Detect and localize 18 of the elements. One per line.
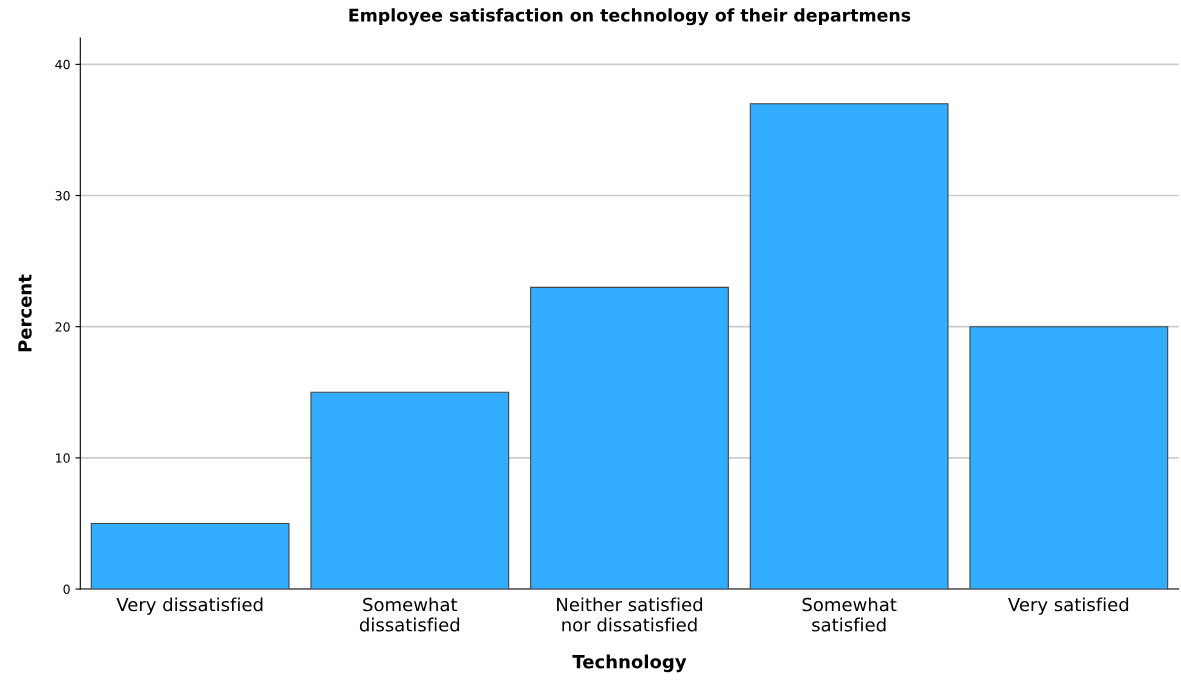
y-tick-label: 10 bbox=[56, 453, 70, 463]
y-tick-label: 40 bbox=[55, 59, 70, 70]
bar bbox=[310, 391, 510, 590]
x-tick-label: Very dissatisfied bbox=[116, 597, 263, 615]
x-tick-label: Very satisfied bbox=[1008, 597, 1129, 615]
bar bbox=[530, 286, 729, 590]
y-axis-title: Percent bbox=[18, 274, 32, 352]
bar bbox=[969, 326, 1169, 590]
y-tick-label: 20 bbox=[55, 322, 70, 332]
bar bbox=[749, 103, 949, 590]
y-tick-label: 30 bbox=[55, 191, 70, 201]
bar bbox=[90, 522, 290, 590]
chart-title: Employee satisfaction on technology of their departmens bbox=[349, 8, 911, 26]
x-tick-label: Somewhat satisfied bbox=[802, 597, 897, 632]
y-tick-label: 0 bbox=[63, 584, 70, 594]
x-tick-label: Neither satisfied nor dissatisfied bbox=[557, 597, 702, 632]
x-tick-label: Somewhat dissatisfied bbox=[359, 597, 460, 632]
x-axis-title: Technology bbox=[572, 654, 687, 673]
